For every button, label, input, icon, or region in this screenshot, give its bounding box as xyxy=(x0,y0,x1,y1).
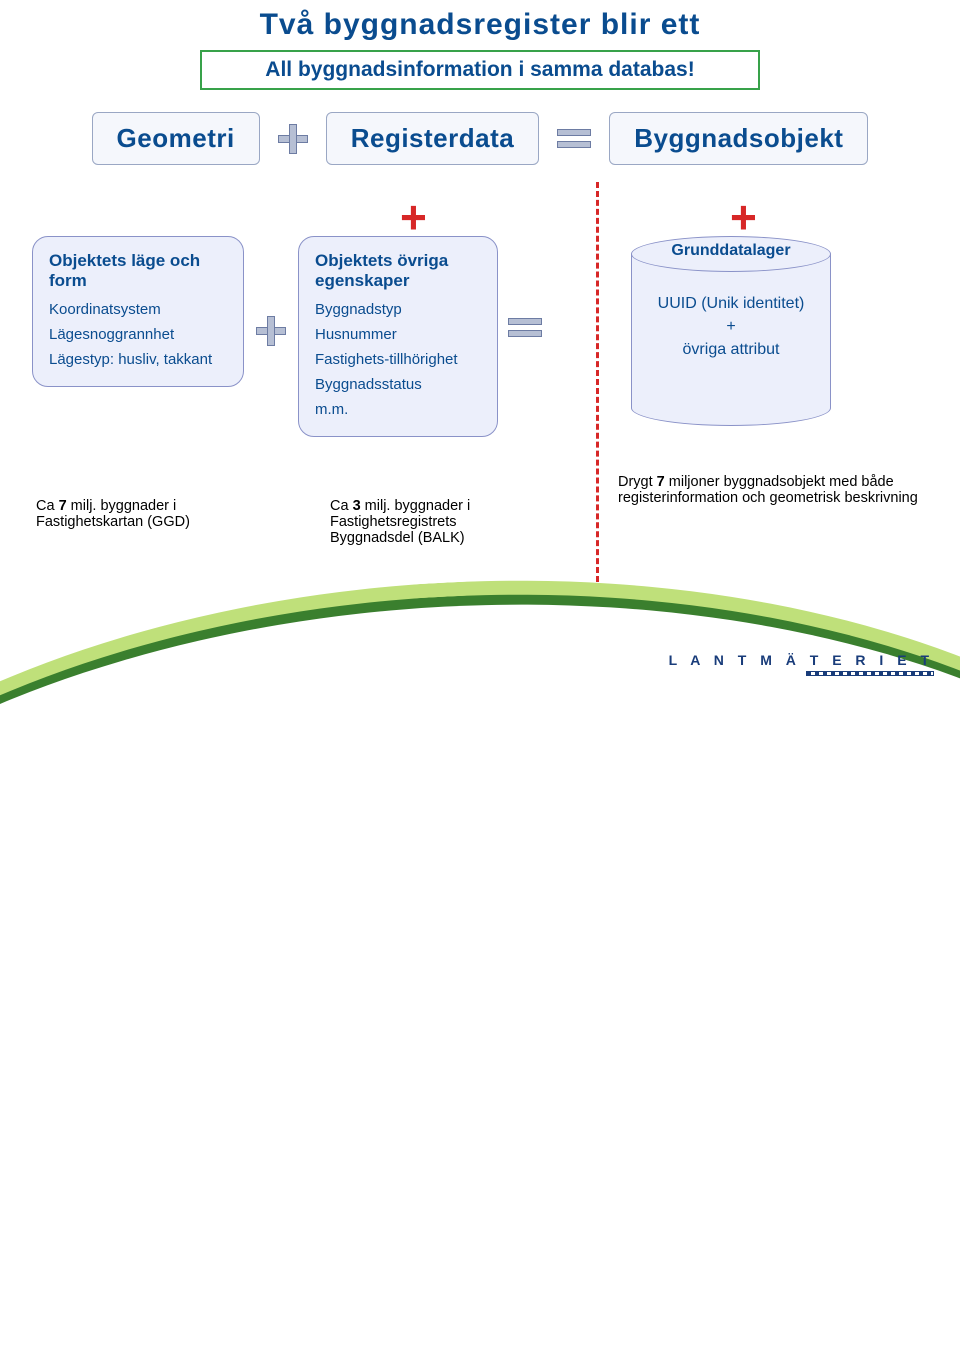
header-byggnadsobjekt: Byggnadsobjekt xyxy=(609,112,868,165)
db-title: Grunddatalager xyxy=(631,242,831,260)
card-geometri: Objektets läge och form Koordinatsystem … xyxy=(32,236,244,387)
database-column: Grunddatalager UUID (Unik identitet) + ö… xyxy=(622,236,840,426)
footer-geom: Ca 7 milj. byggnader i Fastighetskartan … xyxy=(36,498,246,530)
red-plus-icon: + xyxy=(730,194,757,240)
card-title: Objektets läge och form xyxy=(49,251,227,291)
equals-icon xyxy=(557,128,591,150)
header-row: Geometri Registerdata Byggnadsobjekt xyxy=(0,112,960,165)
footer-reg: Ca 3 milj. byggnader i Fastighetsregistr… xyxy=(330,498,540,546)
red-plus-icon: + xyxy=(400,194,427,240)
columns: Objektets läge och form Koordinatsystem … xyxy=(32,236,928,437)
plus-icon xyxy=(278,124,308,154)
lantmateriet-logo: L A N T M Ä T E R I E T xyxy=(669,652,934,668)
footer-db: Drygt 7 miljoner byggnadsobjekt med både… xyxy=(618,474,918,506)
plus-gap xyxy=(244,236,298,346)
equals-icon xyxy=(508,316,542,338)
card-line: Husnummer xyxy=(315,326,481,343)
equals-gap xyxy=(498,236,552,338)
lantmateriet-ruler-icon xyxy=(806,671,934,676)
card-line: Byggnadstyp xyxy=(315,301,481,318)
page-title: Två byggnadsregister blir ett xyxy=(0,0,960,42)
card-registerdata: Objektets övriga egenskaper Byggnadstyp … xyxy=(298,236,498,437)
card-line: Lägestyp: husliv, takkant xyxy=(49,351,227,368)
card-line: Lägesnoggrannhet xyxy=(49,326,227,343)
card-line: Byggnadsstatus xyxy=(315,376,481,393)
card-line: Fastighets-tillhörighet xyxy=(315,351,481,368)
header-registerdata: Registerdata xyxy=(326,112,540,165)
db-body: UUID (Unik identitet) + övriga attribut xyxy=(631,292,831,362)
card-title: Objektets övriga egenskaper xyxy=(315,251,481,291)
header-geometri: Geometri xyxy=(92,112,260,165)
card-line: Koordinatsystem xyxy=(49,301,227,318)
plus-icon xyxy=(256,316,286,346)
card-line: m.m. xyxy=(315,401,481,418)
database-icon: Grunddatalager UUID (Unik identitet) + ö… xyxy=(631,236,831,426)
subtitle: All byggnadsinformation i samma databas! xyxy=(200,50,760,90)
